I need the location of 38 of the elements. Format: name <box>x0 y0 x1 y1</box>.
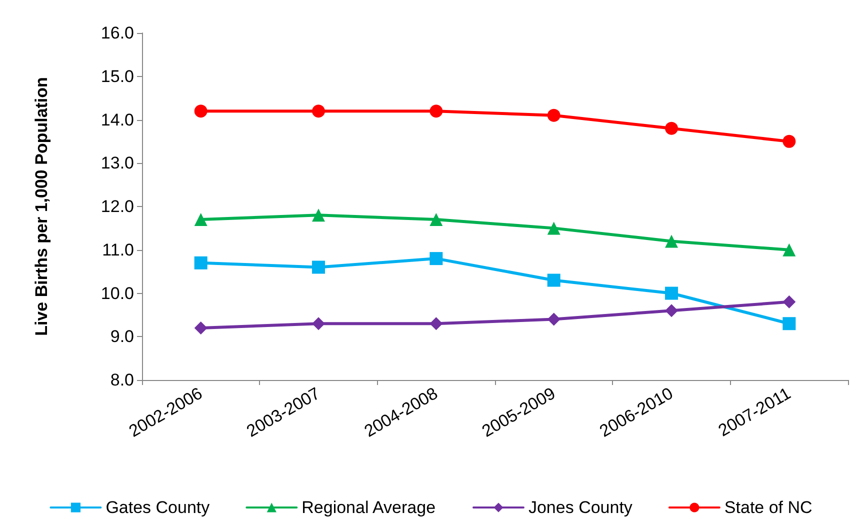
y-axis-title: Live Births per 1,000 Population <box>32 77 51 336</box>
point <box>665 234 678 248</box>
point <box>665 286 678 300</box>
legend-label: Regional Average <box>302 498 436 517</box>
point <box>547 222 560 235</box>
y-tick-label: 10.0 <box>100 284 134 303</box>
point <box>194 213 208 226</box>
point <box>782 134 796 148</box>
point <box>312 208 325 222</box>
point <box>194 321 208 334</box>
point <box>430 213 443 226</box>
point <box>430 252 443 266</box>
legend-label: Jones County <box>528 498 633 517</box>
point <box>665 304 678 318</box>
y-tick-label: 12.0 <box>100 197 134 216</box>
point <box>665 122 678 135</box>
y-tick-label: 14.0 <box>100 110 134 130</box>
y-tick-label: 16.0 <box>100 24 134 42</box>
point <box>312 260 325 274</box>
point <box>782 295 796 308</box>
y-tick-label: 15.0 <box>100 66 134 86</box>
point <box>547 312 560 326</box>
y-tick-label: 13.0 <box>100 154 134 173</box>
point <box>430 104 443 118</box>
point <box>312 317 325 330</box>
legend-label: Gates County <box>106 498 210 517</box>
point <box>782 243 796 256</box>
point <box>194 256 208 270</box>
point <box>312 104 325 118</box>
point <box>430 317 443 330</box>
point <box>547 274 560 287</box>
legend-label: State of NC <box>724 498 812 517</box>
y-tick-label: 8.0 <box>110 370 134 390</box>
point <box>782 317 796 330</box>
point <box>194 104 208 118</box>
point <box>547 108 560 122</box>
y-tick-label: 11.0 <box>102 240 134 260</box>
y-tick-label: 9.0 <box>110 327 134 346</box>
